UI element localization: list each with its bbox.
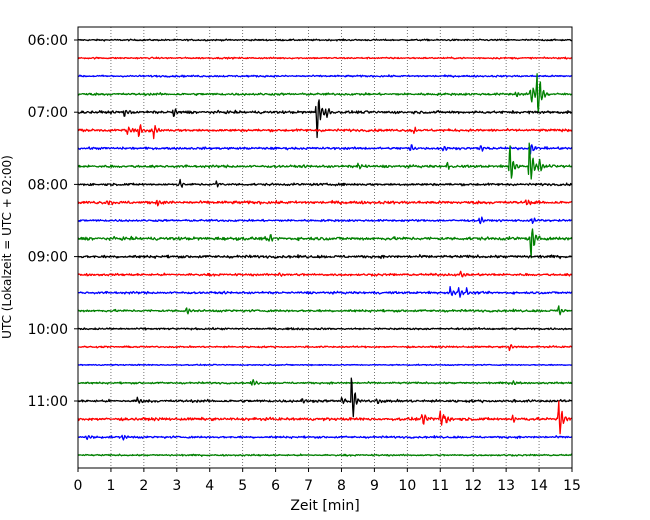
trace-0800 (77, 178, 573, 188)
y-axis-ticks: 06:00 07:00 08:00 09:00 10:00 11:00 (28, 33, 78, 410)
x-tick-label-1: 1 (106, 478, 115, 494)
trace-0730 (77, 144, 573, 155)
x-tick-label-4: 4 (205, 478, 214, 494)
x-tick-label-2: 2 (139, 478, 148, 494)
trace-1115 (77, 400, 573, 435)
x-tick-label-12: 12 (464, 478, 482, 494)
x-tick-label-11: 11 (431, 478, 449, 494)
trace-0600 (77, 38, 573, 42)
y-tick-label-0800: 08:00 (28, 177, 68, 193)
y-tick-label-1100: 11:00 (28, 394, 68, 410)
y-axis-label: UTC (Lokalzeit = UTC + 02:00) (0, 155, 14, 339)
x-tick-label-14: 14 (530, 478, 548, 494)
trace-0630 (77, 74, 573, 78)
y-tick-label-0600: 06:00 (28, 33, 68, 49)
trace-0615 (77, 56, 573, 60)
y-tick-label-0900: 09:00 (28, 250, 68, 266)
trace-0930 (77, 285, 573, 298)
trace-0845 (77, 228, 573, 259)
x-tick-label-5: 5 (238, 478, 247, 494)
trace-0745 (77, 142, 573, 180)
x-tick-label-0: 0 (74, 478, 83, 494)
trace-1000 (77, 326, 573, 331)
x-tick-label-15: 15 (563, 478, 581, 494)
x-tick-label-6: 6 (271, 478, 280, 494)
trace-0645 (77, 73, 573, 113)
x-tick-label-13: 13 (497, 478, 515, 494)
trace-1030 (77, 363, 573, 367)
trace-0945 (77, 305, 573, 316)
trace-0815 (77, 199, 573, 207)
trace-1145 (77, 453, 573, 457)
plot-frame (77, 26, 573, 469)
trace-0700 (77, 99, 573, 139)
trace-0715 (77, 124, 573, 140)
x-tick-label-7: 7 (304, 478, 313, 494)
trace-1015 (78, 344, 573, 352)
y-tick-label-1000: 10:00 (28, 322, 68, 338)
trace-1100 (77, 377, 573, 418)
x-axis-label: Zeit [min] (290, 498, 359, 514)
trace-0900 (77, 254, 573, 260)
trace-1045 (77, 379, 573, 386)
x-tick-label-9: 9 (370, 478, 379, 494)
x-tick-label-8: 8 (337, 478, 346, 494)
seismogram-traces (77, 38, 573, 457)
trace-1130 (77, 434, 573, 441)
x-axis-ticks: 0 1 2 3 4 5 6 7 8 9 10 11 12 13 14 15 (74, 468, 581, 494)
y-tick-label-0700: 07:00 (28, 105, 68, 121)
plot-background (78, 27, 572, 468)
x-tick-label-3: 3 (172, 478, 181, 494)
trace-0915 (77, 270, 573, 278)
x-tick-label-10: 10 (398, 478, 416, 494)
trace-0830 (77, 216, 573, 225)
